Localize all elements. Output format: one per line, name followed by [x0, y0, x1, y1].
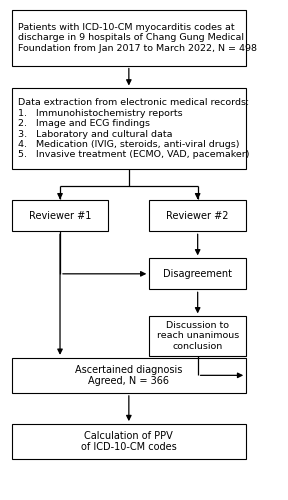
FancyBboxPatch shape: [12, 10, 246, 66]
Text: Reviewer #2: Reviewer #2: [166, 211, 229, 221]
Text: Reviewer #1: Reviewer #1: [29, 211, 91, 221]
FancyBboxPatch shape: [149, 316, 246, 356]
Text: Ascertained diagnosis
Agreed, N = 366: Ascertained diagnosis Agreed, N = 366: [75, 364, 183, 386]
FancyBboxPatch shape: [12, 200, 109, 232]
FancyBboxPatch shape: [149, 258, 246, 290]
FancyBboxPatch shape: [12, 88, 246, 169]
Text: Discussion to
reach unanimous
conclusion: Discussion to reach unanimous conclusion: [157, 321, 239, 351]
FancyBboxPatch shape: [12, 358, 246, 393]
FancyBboxPatch shape: [12, 424, 246, 459]
Text: Patients with ICD-10-CM myocarditis codes at
discharge in 9 hospitals of Chang G: Patients with ICD-10-CM myocarditis code…: [18, 22, 257, 52]
FancyBboxPatch shape: [149, 200, 246, 232]
Text: Disagreement: Disagreement: [163, 269, 232, 279]
Text: Data extraction from electronic medical records:
1.   Immunohistochemistry repor: Data extraction from electronic medical …: [18, 98, 249, 160]
Text: Calculation of PPV
of ICD-10-CM codes: Calculation of PPV of ICD-10-CM codes: [81, 431, 177, 452]
